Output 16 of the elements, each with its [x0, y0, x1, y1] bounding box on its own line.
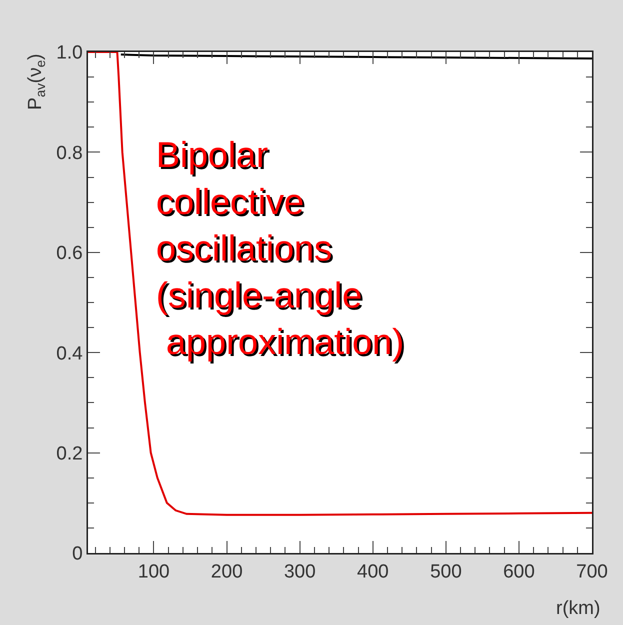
x-tick-label: 500	[430, 561, 462, 582]
y-tick-label: 0	[72, 544, 83, 565]
annotation: Bipolar collective oscillations (single-angle approximation)	[158, 136, 406, 364]
x-tick-label: 700	[576, 561, 608, 582]
x-tick-label: 200	[210, 561, 243, 582]
y-tick-label: 0.2	[56, 443, 83, 464]
line-series	[88, 52, 592, 516]
y-tick-label: 0.4	[56, 343, 84, 364]
x-tick-label: 100	[138, 561, 170, 582]
x-tick-label: 400	[357, 561, 389, 582]
x-tick-label: 600	[503, 561, 535, 582]
x-axis-title: r(km)	[556, 598, 600, 619]
y-tick-label: 1.0	[56, 42, 83, 64]
y-tick-label: 0.6	[56, 243, 83, 264]
y-tick-label: 0.8	[56, 142, 83, 164]
x-tick-label: 300	[284, 561, 316, 582]
